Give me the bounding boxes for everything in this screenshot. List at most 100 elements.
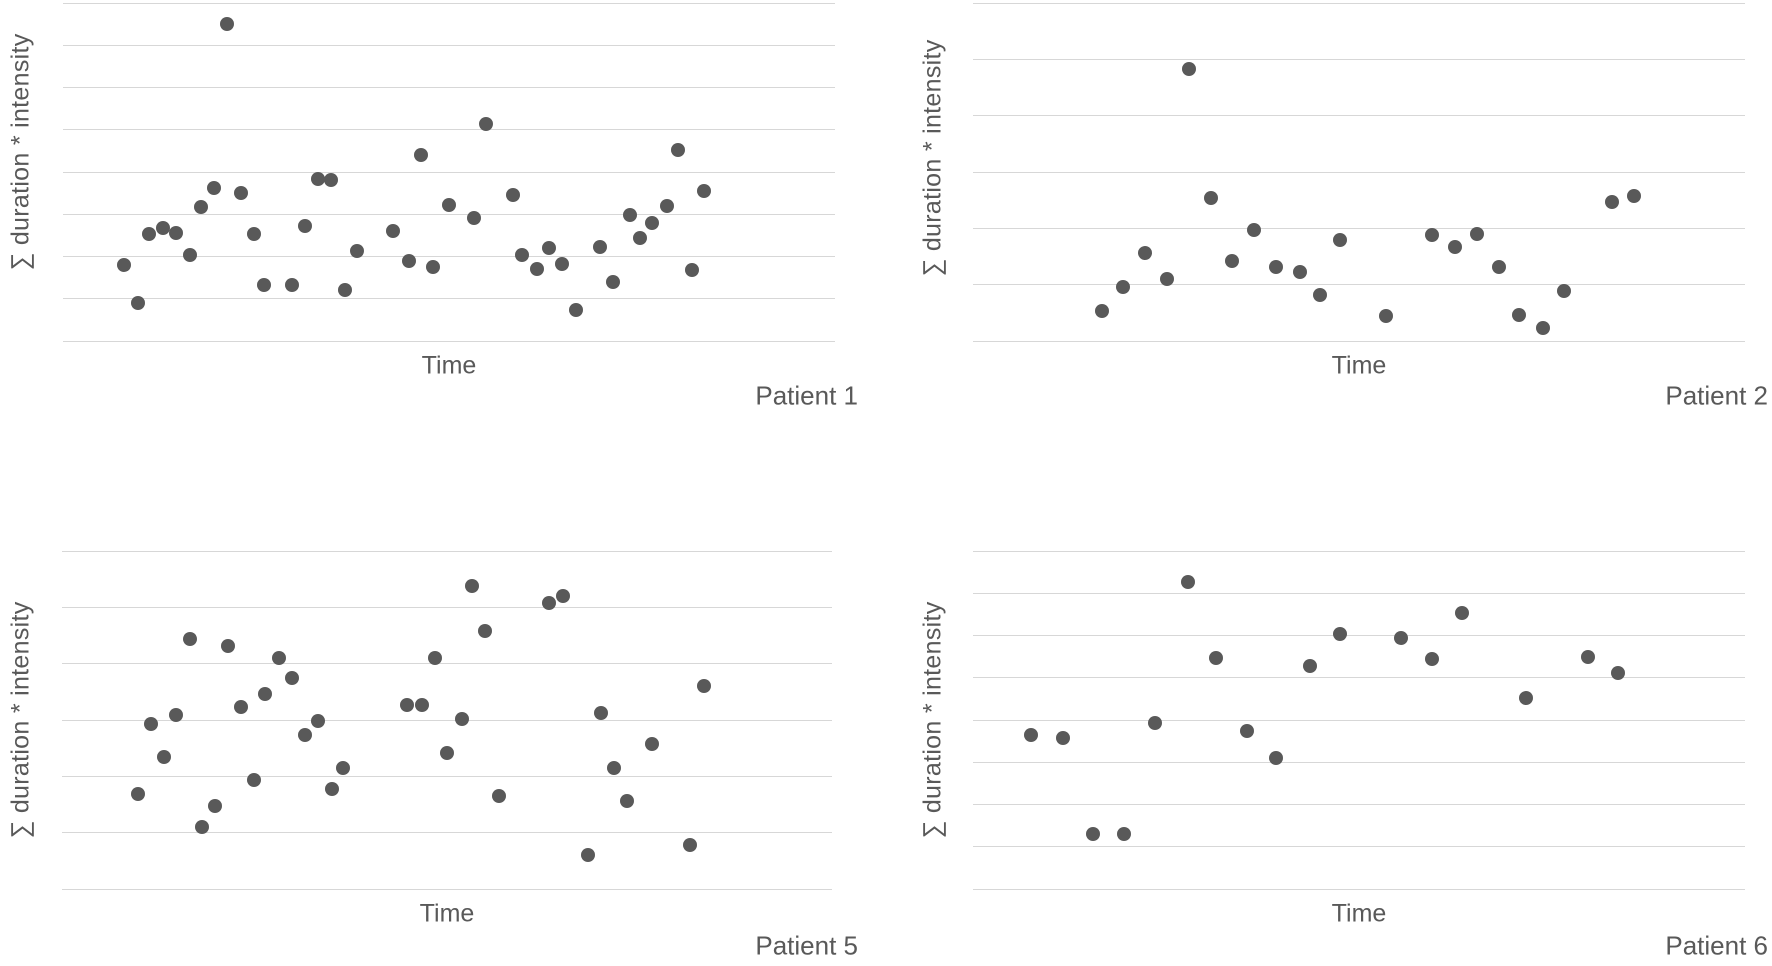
data-point xyxy=(454,711,469,726)
data-point xyxy=(644,737,659,752)
data-point xyxy=(169,225,184,240)
data-point xyxy=(1085,826,1100,841)
data-point xyxy=(442,198,456,213)
data-point xyxy=(632,230,647,245)
data-point xyxy=(1447,240,1462,255)
data-point xyxy=(221,638,236,653)
grid-line xyxy=(63,256,835,257)
x-axis-label: Time xyxy=(419,899,475,928)
data-point xyxy=(440,746,454,761)
data-point xyxy=(1269,751,1284,766)
data-point xyxy=(1203,190,1218,205)
data-point xyxy=(1332,626,1347,641)
data-point xyxy=(1454,606,1469,621)
grid-line xyxy=(973,592,1745,594)
data-point xyxy=(477,624,492,639)
data-point xyxy=(580,847,595,862)
data-point xyxy=(168,708,183,723)
grid-line xyxy=(63,44,835,46)
data-point xyxy=(1379,309,1394,324)
grid-line xyxy=(973,284,1745,286)
data-point xyxy=(258,686,273,701)
data-point xyxy=(1055,730,1070,745)
chart-title: Patient 2 xyxy=(1665,380,1768,411)
grid-line xyxy=(973,2,1745,4)
chart-title: Patient 5 xyxy=(755,930,858,961)
data-point xyxy=(285,671,300,686)
data-point xyxy=(607,760,622,775)
data-point xyxy=(685,262,700,277)
data-point xyxy=(1225,253,1240,268)
data-point xyxy=(1094,303,1109,318)
data-point xyxy=(1626,189,1641,204)
data-point xyxy=(671,143,686,158)
data-point xyxy=(337,283,352,298)
chart-title: Patient 1 xyxy=(755,380,858,411)
data-point xyxy=(298,218,313,233)
data-point xyxy=(1580,649,1595,664)
data-point xyxy=(323,173,338,188)
data-point xyxy=(194,200,209,215)
grid-line xyxy=(62,775,832,777)
data-point xyxy=(479,117,494,132)
data-point xyxy=(1247,222,1261,237)
data-point xyxy=(246,226,261,241)
grid-line xyxy=(62,663,832,665)
data-point xyxy=(622,207,637,222)
grid-line xyxy=(973,635,1745,636)
data-point xyxy=(1182,61,1197,76)
data-point xyxy=(310,172,325,187)
data-point xyxy=(605,274,620,289)
grid-line xyxy=(63,298,835,300)
plot-area xyxy=(63,2,835,342)
data-point xyxy=(530,261,544,276)
data-point xyxy=(311,714,326,728)
data-point xyxy=(555,589,570,604)
y-axis-label: ∑ duration * intensity xyxy=(918,601,947,839)
data-point xyxy=(195,819,210,834)
data-point xyxy=(156,221,171,236)
data-point xyxy=(594,705,608,720)
data-point xyxy=(1117,827,1132,842)
grid-line xyxy=(62,888,832,890)
data-point xyxy=(1023,727,1038,742)
y-axis-label: ∑ duration * intensity xyxy=(6,33,35,271)
data-point xyxy=(414,698,429,713)
data-point xyxy=(1424,651,1439,666)
data-point xyxy=(515,248,530,263)
data-point xyxy=(555,256,570,271)
data-point xyxy=(541,595,556,610)
data-point xyxy=(246,772,261,787)
grid-line xyxy=(973,761,1745,763)
data-point xyxy=(696,183,711,198)
grid-line xyxy=(63,213,835,215)
data-point xyxy=(542,241,557,256)
grid-line xyxy=(62,606,832,608)
data-point xyxy=(1518,690,1533,705)
data-point xyxy=(272,651,287,666)
grid-line xyxy=(62,832,832,834)
data-point xyxy=(1491,259,1506,274)
y-axis-label: ∑ duration * intensity xyxy=(6,601,35,839)
data-point xyxy=(157,749,172,764)
data-point xyxy=(1302,658,1317,673)
data-point xyxy=(1557,283,1572,298)
data-point xyxy=(208,798,223,813)
data-point xyxy=(234,700,249,715)
grid-line xyxy=(973,804,1745,805)
grid-line xyxy=(62,550,832,552)
data-point xyxy=(285,278,300,293)
grid-line xyxy=(973,115,1745,117)
grid-line xyxy=(973,550,1745,552)
grid-line xyxy=(63,2,835,4)
data-point xyxy=(1610,666,1625,681)
data-point xyxy=(593,239,608,254)
data-point xyxy=(1148,715,1163,730)
grid-line xyxy=(973,227,1745,229)
data-point xyxy=(386,223,401,238)
grid-line xyxy=(973,888,1745,890)
data-point xyxy=(182,631,197,646)
